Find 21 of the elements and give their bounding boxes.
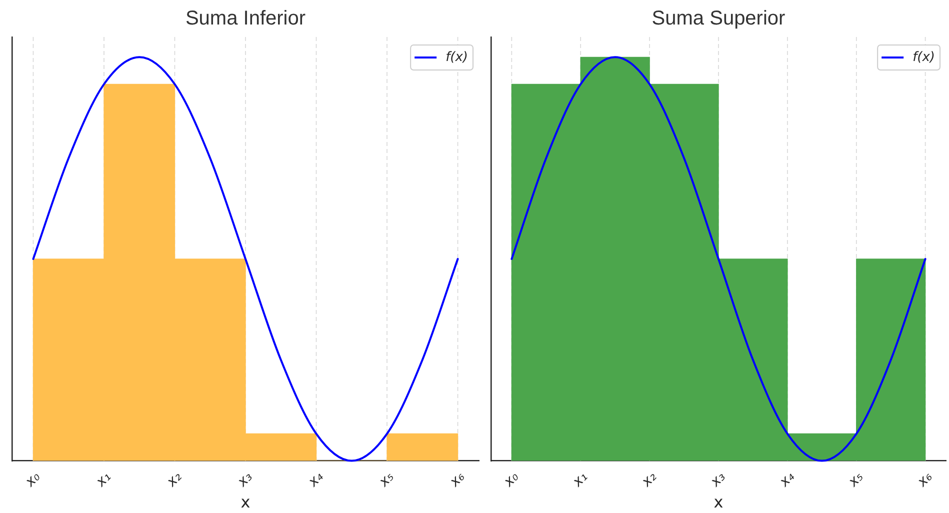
x-tick-label: x₆ [914,468,936,491]
legend-label: f(x) [912,50,936,65]
x-tick-label: x₃ [706,468,730,491]
x-tick-label: x₄ [304,468,327,491]
x-tick-label: x₀ [500,468,522,491]
bar [386,433,458,461]
x-tick-label: x₂ [163,468,186,491]
x-tick-label: x₅ [844,468,867,491]
chart-title: Suma Inferior [185,8,306,30]
chart-title: Suma Superior [652,8,786,30]
x-tick-label: x₁ [569,468,591,491]
x-tick-label: x₆ [446,468,468,491]
x-tick-label: x₄ [776,468,798,491]
x-tick-label: x₂ [638,468,660,491]
x-tick-label: x₁ [92,468,114,491]
x-tick-label: x₃ [234,468,256,491]
x-tick-label: x₀ [22,468,44,491]
legend-label: f(x) [446,50,468,65]
x-axis-title: x [240,492,250,512]
x-tick-label: x₅ [375,468,398,491]
x-axis-title: x [714,492,724,512]
